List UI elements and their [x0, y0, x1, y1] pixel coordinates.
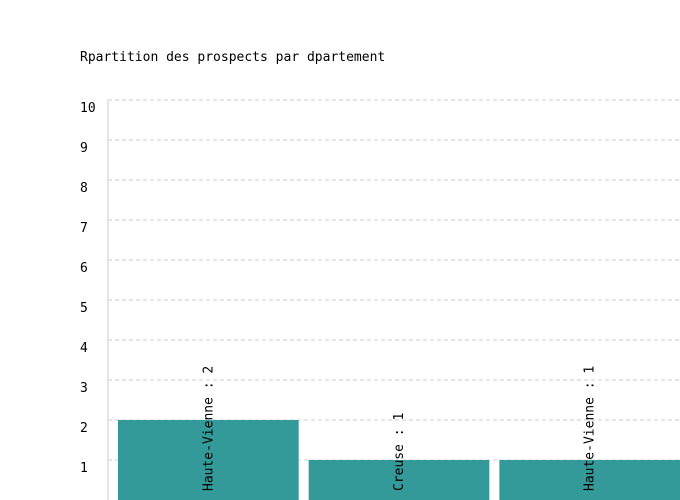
y-tick-label: 7	[80, 221, 88, 236]
y-tick-label: 10	[80, 101, 96, 116]
bars	[118, 420, 680, 500]
y-tick-label: 2	[80, 421, 88, 436]
bar-2	[308, 460, 490, 500]
bar-3	[499, 460, 680, 500]
y-tick-label: 3	[80, 381, 88, 396]
y-tick-label: 5	[80, 301, 88, 316]
bar-data-labels: Haute-Vienne : 2 Creuse : 1 Haute-Vienne :…	[201, 366, 597, 491]
y-tick-label: 4	[80, 341, 88, 356]
bar-1	[118, 420, 299, 500]
y-tick-label: 6	[80, 261, 88, 276]
y-tick-label: 9	[80, 141, 88, 156]
y-tick-label: 8	[80, 181, 88, 196]
bar-data-label-2: Creuse : 1	[392, 413, 407, 491]
y-tick-labels: 1 2 3 4 5 6 7 8 9 10	[80, 101, 96, 476]
chart-title: Rpartition des prospects par dpartement	[80, 50, 386, 65]
bar-data-label-1: Haute-Vienne : 2	[201, 366, 216, 491]
bar-data-label-3: Haute-Vienne : 1	[583, 366, 598, 491]
y-tick-label: 1	[80, 461, 88, 476]
